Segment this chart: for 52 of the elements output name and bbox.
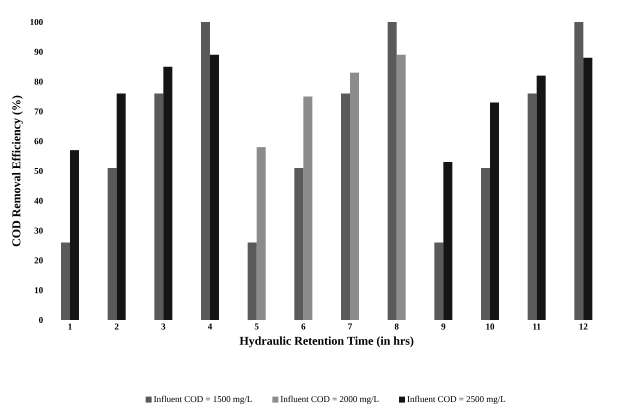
x-tick-label: 6: [301, 324, 306, 330]
y-tick-label: 70: [34, 108, 43, 114]
x-tick-label: 11: [533, 324, 540, 330]
bar: [108, 168, 117, 320]
bar: [481, 168, 490, 320]
x-tick-label: 4: [208, 324, 212, 330]
bar: [396, 54, 406, 320]
bar: [61, 242, 70, 320]
x-tick-label: 12: [580, 324, 588, 330]
bar: [154, 94, 164, 320]
bar: [116, 94, 126, 320]
bar: [341, 94, 350, 320]
x-tick-label: 1: [68, 324, 72, 330]
y-tick-label: 80: [34, 78, 43, 85]
x-tick-label: 2: [114, 324, 119, 330]
y-axis-title: COD Removal Efficiency (%): [12, 96, 23, 246]
bar: [388, 22, 397, 320]
x-axis-title: Hydraulic Retention Time (in hrs): [240, 336, 414, 348]
y-tick-label: 40: [34, 198, 43, 204]
bar: [350, 72, 360, 320]
bar: [490, 102, 500, 320]
x-tick-label: 3: [161, 324, 166, 330]
bar: [163, 66, 172, 320]
bar: [536, 76, 546, 320]
x-tick-label: 7: [348, 324, 352, 330]
y-tick-label: 90: [34, 48, 43, 55]
bar: [248, 242, 257, 320]
bar: [434, 242, 444, 320]
y-tick-label: 50: [34, 168, 43, 174]
bar: [303, 96, 312, 320]
bar: [201, 22, 210, 320]
x-tick-label: 9: [441, 324, 446, 330]
bar: [574, 22, 584, 320]
legend-label: Influent COD = 2500 mg/L: [407, 396, 506, 404]
bar: [210, 54, 220, 320]
y-tick-label: 30: [34, 228, 43, 234]
x-tick-label: 8: [394, 324, 399, 330]
y-tick-label: 60: [34, 138, 43, 144]
legend-label: Influent COD = 2000 mg/L: [280, 396, 378, 404]
bar: [443, 162, 452, 320]
bar: [583, 58, 592, 320]
legend-label: Influent COD = 1500 mg/L: [154, 396, 252, 404]
bar: [294, 168, 304, 320]
y-tick-label: 0: [39, 316, 43, 324]
bar: [528, 94, 537, 320]
y-tick-label: 10: [34, 287, 43, 294]
bar: [256, 147, 266, 320]
y-tick-label: 100: [30, 18, 43, 26]
y-tick-label: 20: [34, 257, 43, 264]
bar: [70, 150, 80, 320]
x-tick-label: 5: [254, 324, 259, 330]
x-tick-label: 10: [486, 324, 494, 330]
